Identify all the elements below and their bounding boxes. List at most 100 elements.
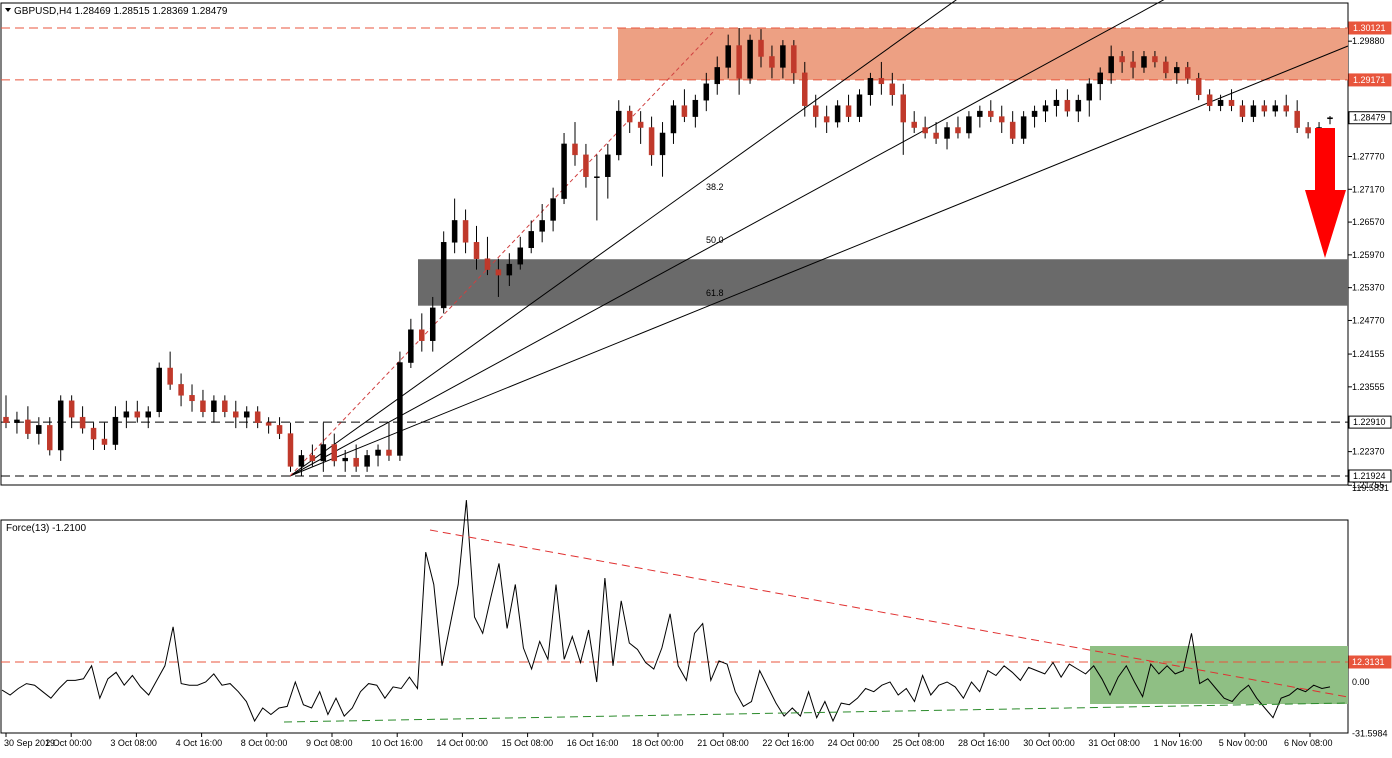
candle bbox=[473, 225, 480, 270]
candle bbox=[1086, 78, 1093, 117]
candle bbox=[583, 143, 589, 188]
candle bbox=[681, 89, 688, 123]
candle-body bbox=[758, 39, 764, 57]
level-price-label: 1.29171 bbox=[1353, 75, 1386, 85]
candle-body bbox=[998, 116, 1005, 123]
candle bbox=[1141, 51, 1147, 73]
level-price-label: 1.22910 bbox=[1353, 417, 1386, 427]
candle-body bbox=[659, 132, 666, 156]
candle bbox=[605, 143, 611, 199]
candle bbox=[79, 406, 86, 434]
x-tick-label: 15 Oct 08:00 bbox=[502, 738, 554, 748]
candle-body bbox=[243, 411, 250, 418]
candle bbox=[528, 220, 534, 254]
candle bbox=[342, 449, 348, 472]
candle bbox=[309, 444, 316, 467]
candle bbox=[878, 61, 885, 95]
candle bbox=[998, 105, 1005, 133]
candle bbox=[791, 40, 797, 84]
y-tick-label: 1.23555 bbox=[1352, 382, 1385, 392]
candle-body bbox=[911, 121, 917, 128]
candle-body bbox=[594, 176, 600, 178]
candle bbox=[386, 422, 392, 461]
y-tick-label: 1.27770 bbox=[1352, 151, 1385, 161]
candle bbox=[189, 384, 195, 412]
candle bbox=[484, 236, 491, 276]
x-tick-label: 10 Oct 16:00 bbox=[371, 738, 423, 748]
candle-body bbox=[1327, 117, 1333, 120]
candle-body bbox=[1195, 78, 1202, 95]
candle bbox=[36, 417, 42, 445]
candle-body bbox=[375, 449, 381, 456]
candle-body bbox=[681, 105, 688, 117]
candle bbox=[616, 100, 622, 161]
candle-body bbox=[648, 127, 655, 156]
candle bbox=[1250, 100, 1257, 123]
candle bbox=[331, 433, 338, 467]
candle-body bbox=[1283, 105, 1289, 112]
candle-body bbox=[988, 110, 994, 117]
y-tick-label: 1.21755 bbox=[1352, 480, 1385, 490]
candle bbox=[834, 100, 841, 128]
candle-body bbox=[1272, 105, 1279, 112]
candle bbox=[780, 40, 786, 79]
candle bbox=[812, 94, 819, 128]
candle bbox=[977, 105, 983, 128]
candle bbox=[211, 395, 217, 423]
force-resistance-trendline bbox=[429, 529, 1349, 698]
candle bbox=[1305, 122, 1311, 139]
y-tick-label: 1.24155 bbox=[1352, 349, 1385, 359]
candle-body bbox=[1086, 83, 1093, 101]
x-tick-label: 3 Oct 08:00 bbox=[110, 738, 157, 748]
candle bbox=[495, 258, 502, 297]
force-y-tick-label: 12.3131 bbox=[1352, 657, 1385, 667]
candle-body bbox=[1228, 99, 1235, 106]
candle bbox=[1108, 45, 1114, 84]
candle-body bbox=[780, 45, 786, 68]
candle-body bbox=[769, 56, 775, 68]
x-tick-label: 1 Nov 16:00 bbox=[1154, 738, 1203, 748]
candle-body bbox=[845, 105, 852, 117]
candle bbox=[747, 34, 753, 84]
candle bbox=[572, 122, 578, 166]
candle-body bbox=[123, 411, 130, 418]
candle-body bbox=[320, 444, 327, 462]
candle bbox=[364, 449, 370, 472]
force-line bbox=[1, 500, 1331, 723]
candle-body bbox=[298, 455, 305, 467]
candle-body bbox=[812, 105, 819, 117]
collapse-arrow-icon[interactable] bbox=[5, 8, 11, 12]
candle bbox=[276, 417, 283, 440]
candle bbox=[714, 56, 720, 95]
y-tick-label: 1.25370 bbox=[1352, 283, 1385, 293]
force-y-tick-label: 119.5831 bbox=[1352, 483, 1389, 493]
price-panel-frame bbox=[0, 2, 1349, 486]
candle-body bbox=[68, 400, 75, 418]
candle-body bbox=[539, 220, 545, 232]
candle bbox=[659, 122, 666, 177]
force-panel-title: Force(13) -1.2100 bbox=[6, 523, 86, 534]
candle-body bbox=[736, 45, 742, 79]
candle bbox=[506, 253, 513, 287]
candle-body bbox=[265, 422, 272, 426]
candle-body bbox=[1053, 99, 1060, 106]
candle bbox=[156, 362, 162, 418]
x-tick-label: 14 Oct 00:00 bbox=[436, 738, 488, 748]
candle-body bbox=[25, 419, 31, 434]
candle-body bbox=[1261, 105, 1268, 112]
x-tick-label: 24 Oct 00:00 bbox=[828, 738, 880, 748]
candle bbox=[648, 116, 655, 166]
x-tick-label: 21 Oct 08:00 bbox=[697, 738, 749, 748]
candle-body bbox=[1020, 116, 1027, 139]
candle-body bbox=[966, 116, 972, 134]
candle-body bbox=[1163, 61, 1169, 74]
candle-body bbox=[955, 127, 961, 134]
candle bbox=[867, 72, 874, 106]
candle bbox=[90, 422, 97, 450]
candle-body bbox=[1174, 67, 1180, 74]
candle bbox=[933, 122, 939, 144]
candle-body bbox=[167, 367, 173, 385]
candle-body bbox=[583, 154, 589, 177]
x-tick-label: 2 Oct 00:00 bbox=[45, 738, 92, 748]
